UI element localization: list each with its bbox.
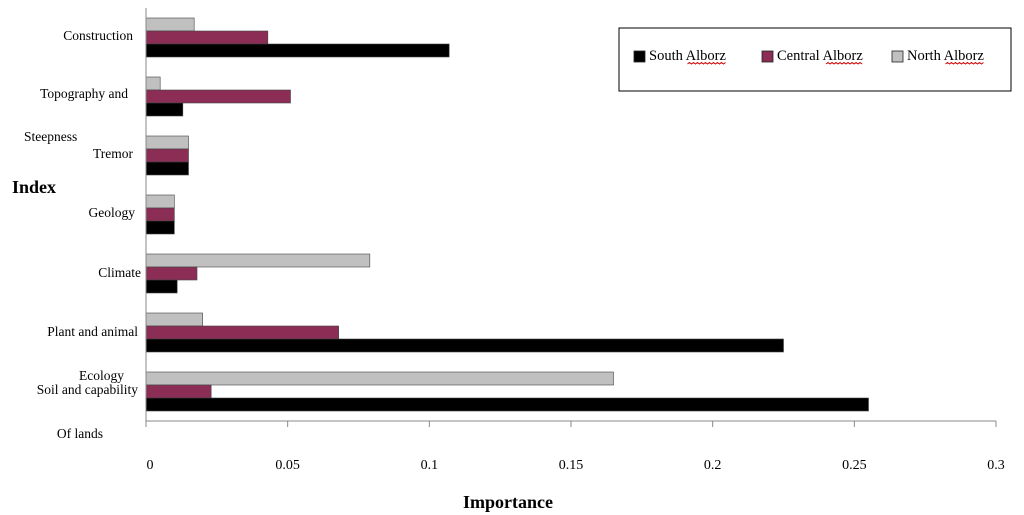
bar-north-alborz-2 (145, 135, 189, 150)
category-label: Tremor (93, 146, 134, 161)
x-tick-label: 0.2 (704, 458, 722, 473)
bar-south-alborz-2 (145, 161, 189, 176)
legend-label: North Alborz (907, 48, 984, 64)
category-label: Soil and capability (37, 382, 138, 397)
bar-south-alborz-6 (145, 397, 869, 412)
category-label: Topography and (40, 86, 128, 101)
y-axis-title: Index (12, 177, 56, 197)
category-label: Climate (98, 265, 141, 280)
bar-north-alborz-6 (145, 371, 614, 386)
x-ticks-group: 0 0.05 0.1 0.15 0.2 0.25 0.3 (145, 421, 1005, 473)
spellcheck-underline (687, 61, 726, 65)
legend-label: South Alborz (649, 48, 726, 64)
bar-central-alborz-2 (145, 148, 189, 163)
category-label: Construction (63, 28, 133, 43)
legend: South Alborz Central Alborz North Alborz (618, 27, 1012, 92)
bar-central-alborz-3 (145, 207, 175, 222)
x-tick-label: 0.25 (842, 458, 867, 473)
bar-central-alborz-1 (145, 89, 291, 104)
category-label: Plant and animal (47, 324, 138, 339)
category-label: Geology (89, 205, 136, 220)
x-axis-title: Importance (463, 492, 553, 512)
bar-central-alborz-0 (145, 30, 269, 45)
legend-swatch-south-alborz (633, 50, 646, 63)
bar-north-alborz-3 (145, 194, 175, 209)
spellcheck-underline (945, 61, 984, 65)
bar-south-alborz-0 (145, 43, 450, 58)
bar-south-alborz-5 (145, 338, 784, 353)
bar-central-alborz-5 (145, 325, 339, 340)
category-label: Ecology (79, 368, 124, 383)
bar-south-alborz-4 (145, 279, 178, 294)
bar-central-alborz-6 (145, 384, 212, 399)
x-tick-label: 0.05 (275, 458, 300, 473)
bar-north-alborz-0 (145, 17, 195, 32)
bar-central-alborz-4 (145, 266, 198, 281)
bar-south-alborz-1 (145, 102, 184, 117)
x-tick-label: 0.3 (987, 458, 1005, 473)
bar-north-alborz-4 (145, 253, 371, 268)
x-tick-label: 0.1 (421, 458, 439, 473)
legend-swatch-north-alborz (891, 50, 904, 63)
y-category-labels: Construction Topography and Steepness Tremo… (24, 28, 141, 441)
legend-label: Central Alborz (777, 48, 863, 64)
x-tick-label: 0.15 (559, 458, 584, 473)
bar-south-alborz-3 (145, 220, 175, 235)
bar-north-alborz-1 (145, 76, 161, 91)
category-label: Steepness (24, 129, 77, 144)
category-label: Of lands (57, 426, 103, 441)
legend-swatch-central-alborz (761, 50, 774, 63)
x-tick-label: 0 (147, 458, 154, 473)
legend-box (618, 27, 1012, 92)
spellcheck-underline (825, 61, 863, 65)
bar-north-alborz-5 (145, 312, 203, 327)
